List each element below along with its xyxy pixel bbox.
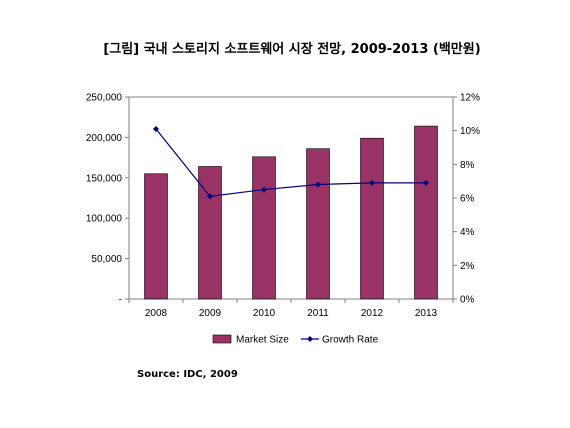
bar-2008 (144, 173, 168, 300)
left-axis-tick-label: 250,000 (86, 93, 123, 104)
x-axis-tick-label: 2011 (307, 308, 329, 319)
growth-rate-point-2011 (315, 181, 321, 188)
bar-2010 (252, 156, 276, 300)
bar-2012 (360, 137, 384, 300)
x-axis-tick-label: 2009 (199, 308, 222, 319)
legend-market-size-label: Market Size (236, 335, 289, 346)
left-axis: - 50,000 100,000 150,000 200,000 250,000 (86, 93, 129, 306)
legend-growth-rate-marker (307, 336, 313, 342)
chart-title: [그림] 국내 스토리지 소프트웨어 시장 전망, 2009-2013 (백만원… (103, 42, 481, 57)
bar-series (144, 125, 438, 300)
x-axis: 2008 2009 2010 2011 2012 2013 (128, 299, 454, 319)
right-axis-tick-label: 10% (460, 126, 480, 137)
left-axis-tick-label: 100,000 (86, 214, 123, 225)
growth-rate-point-2009 (207, 193, 213, 200)
growth-rate-point-2008 (153, 125, 159, 132)
left-axis-tick-label: - (119, 295, 122, 306)
right-axis: 0% 2% 4% 6% 8% 10% 12% (453, 93, 480, 306)
growth-rate-point-2010 (261, 186, 267, 193)
legend-market-size-swatch (212, 334, 232, 344)
x-axis-tick-label: 2008 (145, 308, 168, 319)
bar-2013 (414, 125, 438, 300)
growth-rate-point-2012 (369, 179, 375, 186)
right-axis-tick-label: 4% (460, 227, 475, 238)
left-axis-tick-label: 150,000 (86, 173, 123, 184)
right-axis-tick-label: 12% (460, 93, 480, 104)
right-axis-tick-label: 2% (460, 261, 475, 272)
plot-area (128, 96, 454, 300)
legend-growth-rate-label: Growth Rate (322, 335, 379, 346)
x-axis-tick-label: 2012 (361, 308, 384, 319)
right-axis-tick-label: 6% (460, 194, 475, 205)
growth-rate-line (155, 128, 426, 197)
x-axis-tick-label: 2013 (415, 308, 438, 319)
bar-2011 (306, 148, 330, 300)
x-axis-tick-label: 2010 (253, 308, 276, 319)
legend: Market Size Growth Rate (212, 334, 379, 346)
line-series (153, 125, 429, 200)
right-axis-tick-label: 8% (460, 160, 475, 171)
bar-2009 (198, 166, 222, 300)
growth-rate-point-2013 (423, 179, 429, 186)
left-axis-tick-label: 50,000 (91, 254, 122, 265)
source-note: Source: IDC, 2009 (137, 369, 238, 380)
right-axis-tick-label: 0% (460, 295, 475, 306)
left-axis-tick-label: 200,000 (86, 133, 123, 144)
